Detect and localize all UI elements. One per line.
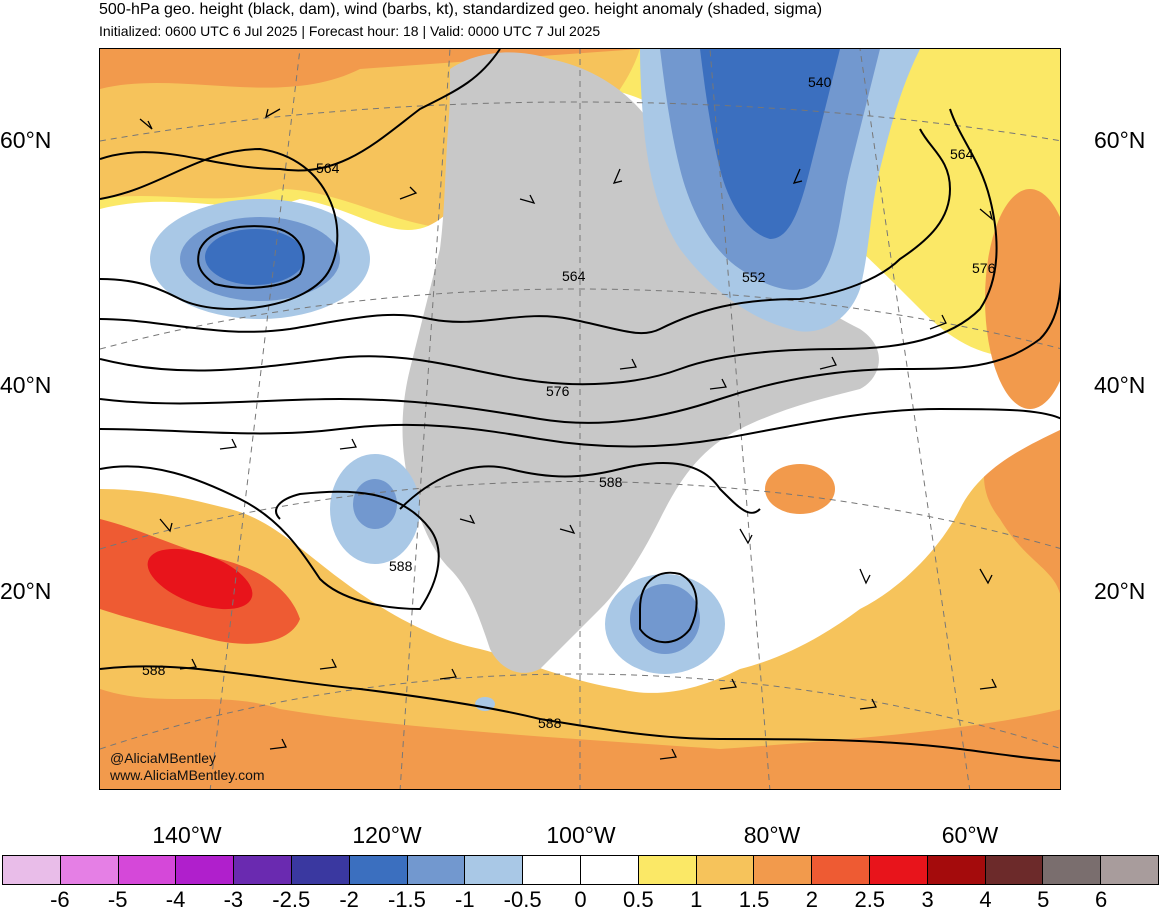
colorbar-swatch bbox=[60, 856, 119, 884]
colorbar-tick-label: -5 bbox=[107, 887, 128, 912]
colorbar-swatch bbox=[638, 856, 697, 884]
anomaly-colorbar bbox=[2, 855, 1159, 885]
credit-handle: @AliciaMBentley bbox=[110, 750, 217, 766]
atlantic-anomaly-east bbox=[985, 189, 1060, 409]
colorbar-tick-label: 5 bbox=[1037, 887, 1050, 912]
colorbar-tick-label: 1 bbox=[690, 887, 703, 912]
colorbar-swatch bbox=[118, 856, 177, 884]
credit-website: www.AliciaMBentley.com bbox=[110, 767, 265, 783]
contour-label: 588 bbox=[142, 662, 166, 678]
colorbar-swatch bbox=[465, 856, 524, 884]
california-low-core bbox=[353, 479, 397, 529]
colorbar-swatch bbox=[1101, 856, 1158, 884]
lon-label-100w: 100°W bbox=[546, 822, 616, 848]
colorbar-swatch bbox=[696, 856, 755, 884]
lat-label-40n-left: 40°N bbox=[0, 372, 52, 398]
colorbar-tick-label: 4 bbox=[979, 887, 992, 912]
colorbar-swatch bbox=[176, 856, 235, 884]
colorbar-swatch bbox=[754, 856, 813, 884]
map-title: 500-hPa geo. height (black, dam), wind (… bbox=[99, 1, 823, 18]
colorbar-swatch bbox=[407, 856, 466, 884]
contour-label: 588 bbox=[599, 474, 623, 490]
lat-label-20n-right: 20°N bbox=[1094, 578, 1146, 604]
contour-label: 588 bbox=[389, 558, 413, 574]
colorbar-swatch bbox=[291, 856, 350, 884]
contour-label: 576 bbox=[972, 260, 996, 276]
contour-label: 540 bbox=[808, 74, 832, 90]
colorbar-swatch bbox=[1043, 856, 1102, 884]
contour-label: 564 bbox=[316, 160, 340, 176]
wind-barbs bbox=[139, 108, 997, 760]
colorbar-tick-label: -2 bbox=[339, 887, 359, 912]
colorbar-tick-label: 6 bbox=[1095, 887, 1108, 912]
lat-label-40n-right: 40°N bbox=[1094, 372, 1146, 398]
lon-label-60w: 60°W bbox=[941, 822, 999, 848]
colorbar-swatch bbox=[869, 856, 928, 884]
lon-label-80w: 80°W bbox=[743, 822, 801, 848]
lat-label-60n-left: 60°N bbox=[0, 127, 52, 153]
contour-label-group: 540 552 564 564 564 576 576 588 588 588 … bbox=[142, 74, 996, 731]
lon-label-120w: 120°W bbox=[352, 822, 422, 848]
height-contours bbox=[100, 49, 1060, 762]
weather-map: 540 552 564 564 564 576 576 588 588 588 … bbox=[99, 48, 1061, 790]
colorbar-swatch bbox=[985, 856, 1044, 884]
lat-label-60n-right: 60°N bbox=[1094, 127, 1146, 153]
colorbar-swatch bbox=[812, 856, 870, 884]
alaska-low-core bbox=[205, 229, 305, 285]
colorbar-swatch bbox=[927, 856, 986, 884]
north-america-landmask bbox=[402, 52, 879, 673]
colorbar-tick-label: -1.5 bbox=[387, 887, 426, 912]
pacific-peak-anomaly bbox=[147, 548, 253, 610]
lon-label-140w: 140°W bbox=[152, 822, 222, 848]
map-subtitle: Initialized: 0600 UTC 6 Jul 2025 | Forec… bbox=[99, 23, 601, 39]
lat-label-20n-left: 20°N bbox=[0, 578, 52, 604]
colorbar-tick-label: -2.5 bbox=[272, 887, 311, 912]
contour-label: 588 bbox=[538, 715, 562, 731]
colorbar-tick-label: -0.5 bbox=[503, 887, 542, 912]
contour-label: 552 bbox=[742, 269, 766, 285]
colorbar-tick-label: 0 bbox=[574, 887, 587, 912]
colorbar-tick-label: -1 bbox=[455, 887, 475, 912]
colorbar-swatch bbox=[3, 856, 61, 884]
contour-label: 564 bbox=[562, 268, 586, 284]
colorbar-tick-label: 2.5 bbox=[854, 887, 886, 912]
colorbar-tick-label: 1.5 bbox=[738, 887, 770, 912]
colorbar-swatch bbox=[580, 856, 639, 884]
colorbar-tick-label: -3 bbox=[223, 887, 244, 912]
colorbar-tick-label: 2 bbox=[805, 887, 819, 912]
colorbar-tick-label: 0.5 bbox=[623, 887, 654, 912]
colorbar-tick-label: -4 bbox=[165, 887, 186, 912]
hudson-trough-center bbox=[700, 49, 840, 239]
colorbar-swatch bbox=[349, 856, 408, 884]
colorbar-swatch bbox=[523, 856, 581, 884]
atlantic-anomaly-northeast bbox=[765, 464, 835, 514]
contour-label: 564 bbox=[950, 146, 974, 162]
colorbar-tick-label: 3 bbox=[921, 887, 934, 912]
colorbar-swatch bbox=[234, 856, 292, 884]
colorbar-tick-label: -6 bbox=[50, 887, 70, 912]
graticule bbox=[100, 49, 1060, 789]
contour-label: 576 bbox=[546, 383, 570, 399]
